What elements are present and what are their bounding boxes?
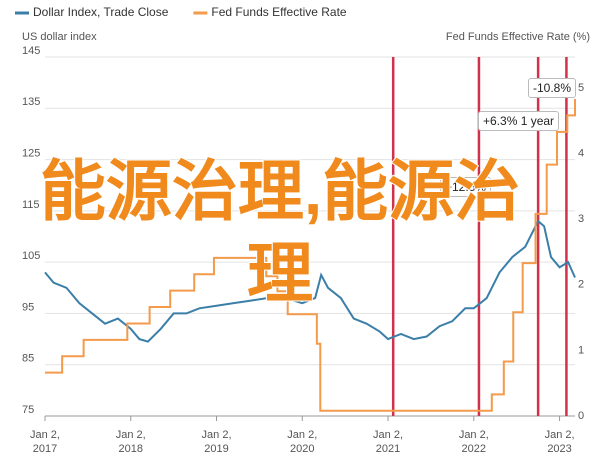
y-tick-label: 115 [22, 199, 40, 211]
legend-label: Dollar Index, Trade Close [33, 5, 169, 19]
legend-label: Fed Funds Effective Rate [211, 5, 347, 19]
x-tick-label: Jan 2, 2021 [373, 429, 404, 455]
annotation: +6.3% 1 year [478, 111, 560, 131]
series-line [45, 99, 576, 412]
x-tick-label: Jan 2, 2018 [115, 429, 146, 455]
x-tick-label: Jan 2, 2017 [30, 429, 60, 455]
y-tick-label: 75 [22, 404, 34, 416]
series-line [44, 219, 576, 343]
x-tick-label: Jan 2, 2022 [458, 429, 489, 455]
annotation: +12.5% [440, 177, 492, 197]
y2-tick-label: 1 [578, 344, 584, 356]
watermark-text: 能源治理,能源治理 [39, 153, 521, 311]
y-tick-label: 105 [22, 250, 40, 262]
y2-tick-label: 0 [578, 410, 584, 422]
y2-tick-label: 5 [578, 82, 584, 94]
annotation: -10.8% [528, 78, 577, 98]
y2-tick-label: 3 [578, 213, 584, 225]
y-tick-label: 145 [22, 45, 40, 57]
x-tick-label: Jan 2, 2019 [201, 429, 232, 455]
y-axis-title: US dollar index [22, 31, 97, 43]
y-tick-label: 135 [22, 96, 40, 108]
y-tick-label: 85 [22, 353, 34, 365]
y-tick-label: 125 [22, 147, 40, 159]
x-tick-label: Jan 2, 2020 [287, 429, 318, 455]
y-tick-label: 95 [22, 301, 34, 313]
y2-axis-title: Fed Funds Effective Rate (%) [446, 31, 590, 43]
x-tick-label: Jan 2, 2023 [544, 429, 575, 455]
y2-tick-label: 4 [578, 147, 584, 159]
y2-tick-label: 2 [578, 279, 584, 291]
